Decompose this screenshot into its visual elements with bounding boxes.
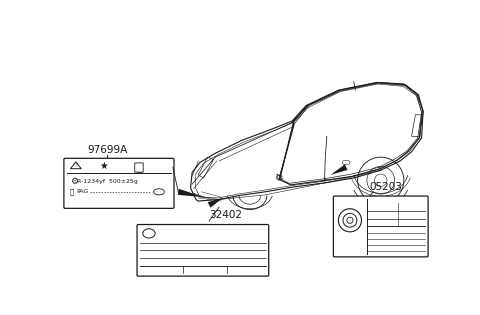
Text: 97699A: 97699A — [87, 145, 128, 155]
Text: R-1234yf  500±25g: R-1234yf 500±25g — [77, 179, 138, 184]
Text: 🛢: 🛢 — [70, 188, 74, 195]
FancyBboxPatch shape — [135, 163, 143, 172]
Text: 05203: 05203 — [369, 182, 402, 192]
FancyBboxPatch shape — [334, 196, 428, 257]
Text: PAG: PAG — [77, 189, 89, 194]
Polygon shape — [208, 198, 223, 208]
Text: ★: ★ — [99, 161, 108, 171]
Text: 32402: 32402 — [209, 210, 242, 220]
FancyBboxPatch shape — [64, 158, 174, 208]
Polygon shape — [178, 189, 204, 197]
Polygon shape — [331, 164, 348, 175]
Text: !: ! — [75, 163, 77, 168]
Text: ⚙: ⚙ — [70, 176, 78, 186]
FancyBboxPatch shape — [137, 225, 269, 276]
